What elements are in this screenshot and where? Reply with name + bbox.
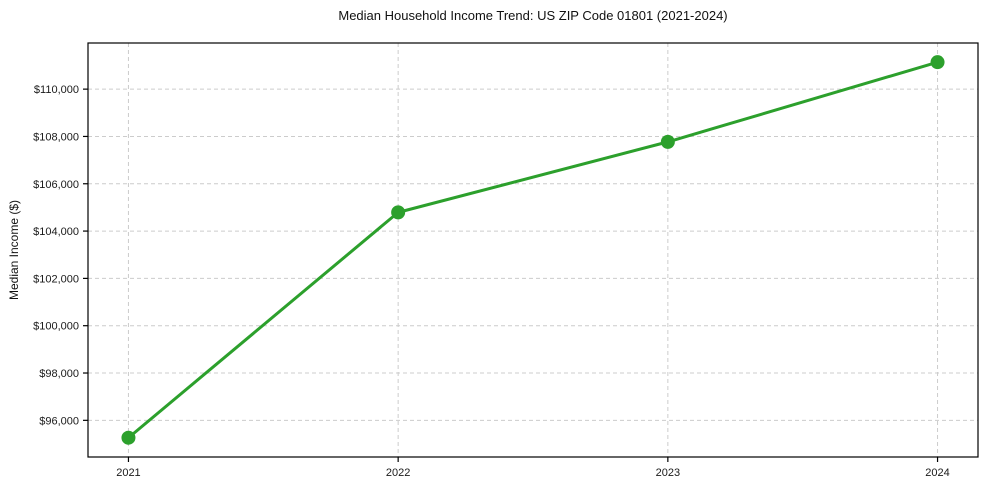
data-point-2023 (660, 134, 675, 149)
data-point-2021 (121, 430, 136, 445)
y-tick-label: $96,000 (39, 415, 79, 427)
x-tick-label: 2021 (116, 467, 140, 479)
y-tick-label: $110,000 (34, 84, 79, 96)
y-tick-label: $102,000 (33, 273, 79, 285)
y-tick-label: $100,000 (33, 321, 79, 333)
chart-title: Median Household Income Trend: US ZIP Co… (338, 8, 728, 23)
x-tick-label: 2024 (925, 467, 949, 479)
data-point-2024 (930, 55, 945, 70)
x-tick-label: 2023 (656, 467, 680, 479)
y-tick-label: $108,000 (33, 131, 79, 143)
plot-border (87, 42, 979, 458)
data-point-2022 (391, 205, 406, 220)
y-tick-label: $106,000 (33, 179, 79, 191)
trend-line (126, 60, 940, 440)
y-tick-label: $104,000 (33, 226, 79, 238)
y-tick-label: $98,000 (39, 368, 79, 380)
x-tick-label: 2022 (386, 467, 410, 479)
